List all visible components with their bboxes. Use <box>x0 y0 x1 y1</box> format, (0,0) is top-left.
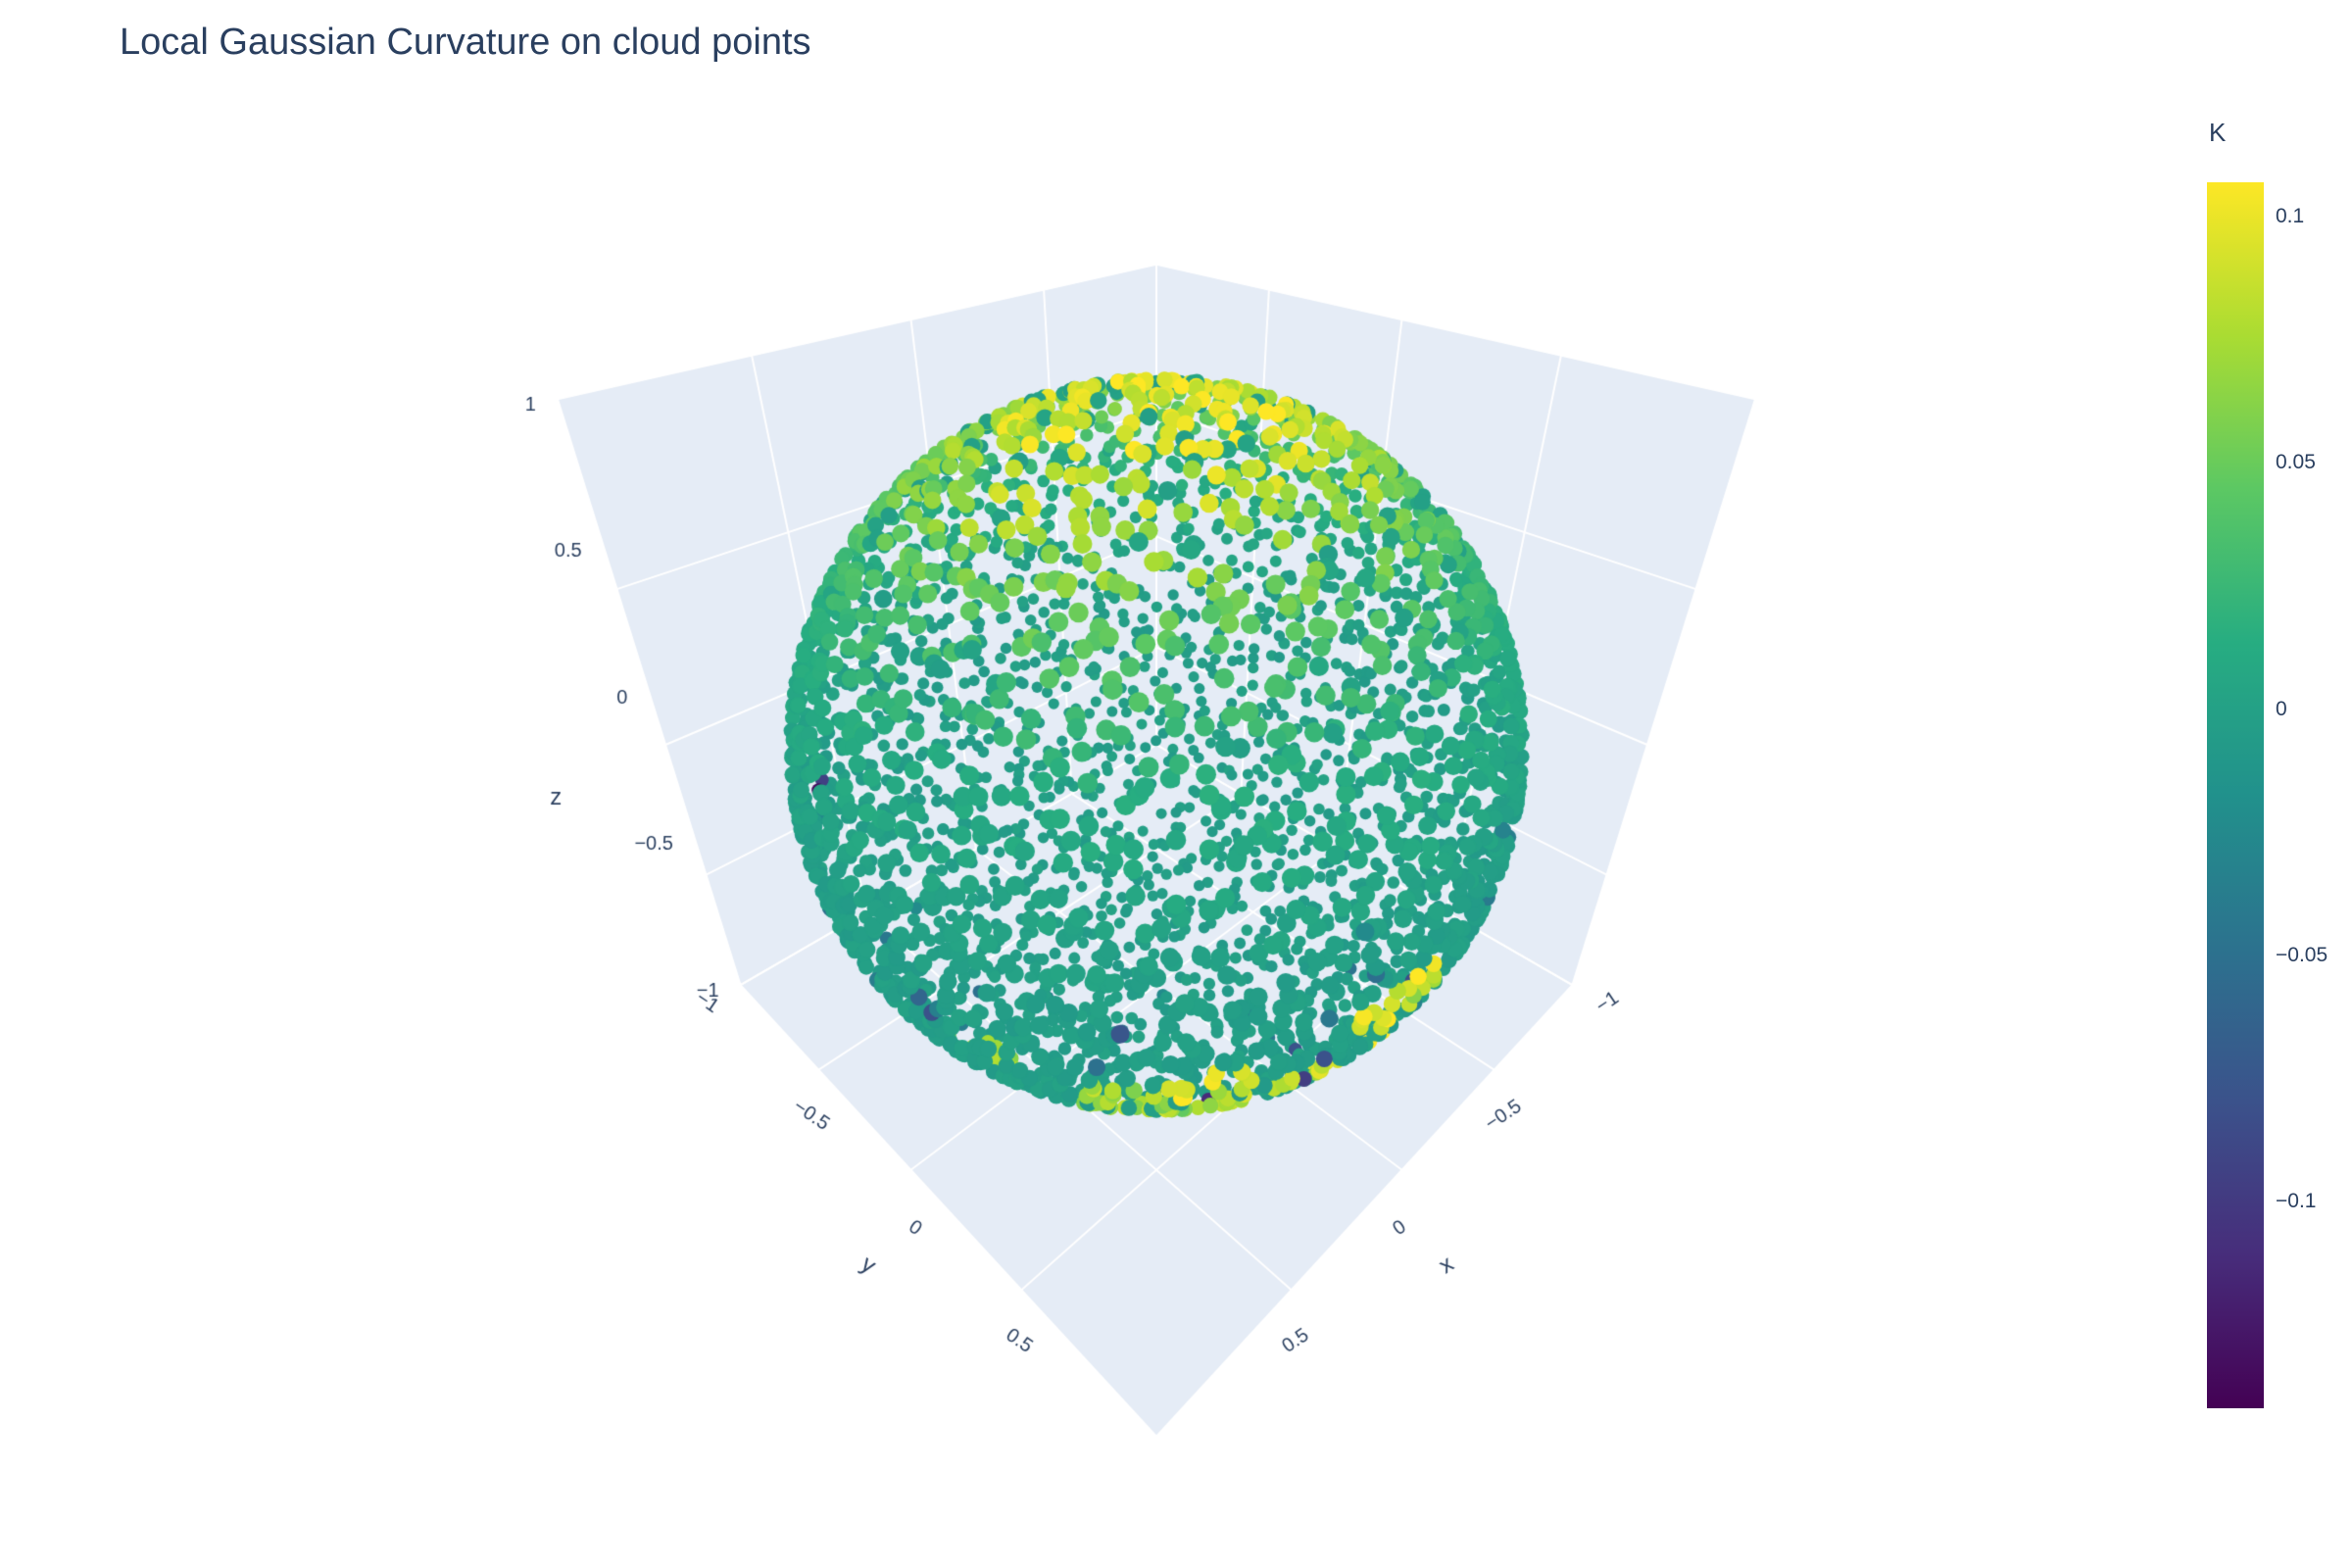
colorbar-tick-label: 0.05 <box>2276 451 2316 474</box>
colorbar: K 0.1 0.05 0 −0.05 −0.1 <box>2207 118 2352 1431</box>
colorbar-title: K <box>2209 118 2227 147</box>
colorbar-gradient <box>2207 182 2264 1408</box>
colorbar-tick-label: 0.1 <box>2276 205 2305 228</box>
chart-title: Local Gaussian Curvature on cloud points <box>120 22 811 63</box>
colorbar-tick-label: −0.05 <box>2276 943 2328 966</box>
colorbar-tick-label: 0 <box>2276 697 2287 720</box>
colorbar-tick-label: −0.1 <box>2276 1189 2317 1212</box>
